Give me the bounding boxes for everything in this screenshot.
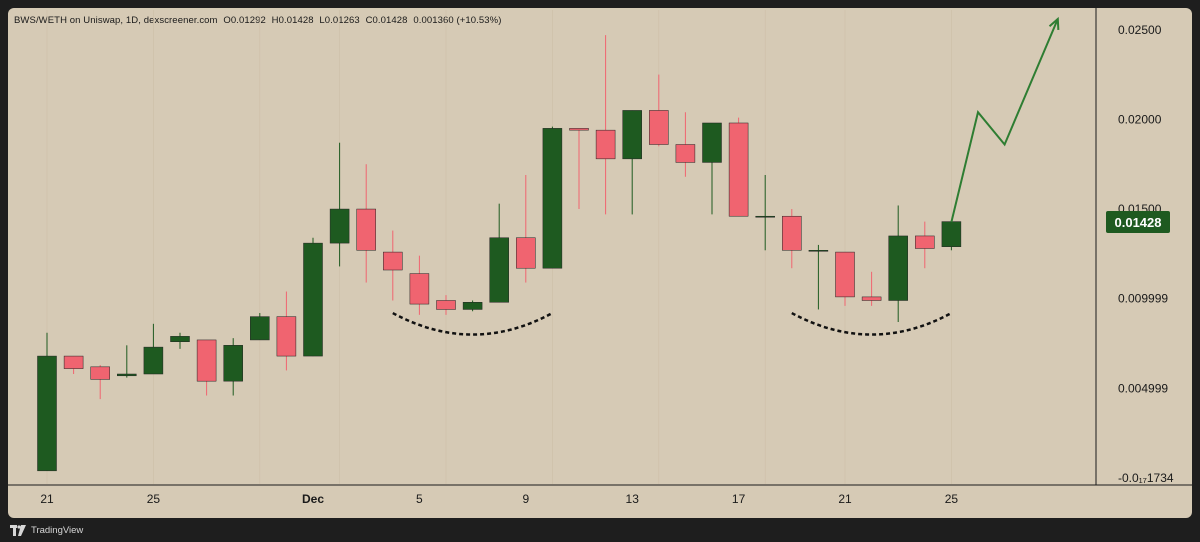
candle-body: [63, 355, 84, 369]
candle-body: [409, 273, 430, 305]
last-price-label: 0.01428: [1115, 215, 1162, 230]
x-tick-label: Dec: [302, 492, 324, 506]
y-tick-label: 0.004999: [1118, 381, 1168, 395]
candle-body: [808, 250, 829, 252]
candle-body: [622, 110, 642, 160]
projection-arrowhead: [1048, 16, 1060, 31]
footer-bar: TradingView: [0, 518, 1200, 542]
candle-body: [356, 208, 376, 251]
rounded-bottom-arc: [392, 311, 553, 336]
x-tick-label: 21: [40, 492, 54, 506]
last-price-badge: [1106, 210, 1170, 233]
candle-body: [649, 110, 669, 145]
candle-body: [329, 208, 350, 244]
candle-body: [835, 251, 855, 298]
candle-body: [303, 242, 323, 357]
rounded-bottom-arc: [791, 311, 952, 336]
candle-body: [117, 373, 137, 377]
pair-label: BWS/WETH on Uniswap, 1D, dexscreener.com: [14, 15, 218, 26]
x-tick-label: 9: [522, 492, 529, 506]
candle-body: [90, 366, 110, 380]
candlestick-chart[interactable]: 0.025000.020000.015000.0099990.004999-0.…: [0, 0, 1200, 518]
close-value: C0.01428: [365, 15, 408, 26]
y-tick-label: 0.02500: [1118, 23, 1162, 37]
candle-body: [462, 302, 483, 310]
candle-body: [861, 296, 882, 301]
candle-body: [755, 215, 775, 218]
candle-body: [250, 316, 270, 341]
tradingview-icon: [10, 525, 26, 536]
candle-body: [675, 144, 696, 163]
high-value: H0.01428: [271, 15, 314, 26]
candle-body: [941, 221, 962, 247]
candle-body: [888, 235, 908, 301]
candle-body: [702, 122, 722, 163]
y-tick-label: 0.009999: [1118, 292, 1168, 306]
candle-body: [489, 237, 509, 303]
x-tick-label: 13: [626, 492, 640, 506]
candle-body: [223, 345, 243, 382]
tradingview-label: TradingView: [31, 525, 84, 536]
change-value: 0.001360 (+10.53%): [413, 15, 502, 26]
candle-body: [595, 129, 616, 160]
y-tick-label: -0.0₁₇1734: [1118, 471, 1174, 485]
candle-body: [37, 355, 57, 472]
tradingview-logo[interactable]: TradingView: [10, 524, 83, 537]
candle-body: [196, 339, 217, 382]
candle-body: [436, 300, 456, 310]
x-tick-label: 25: [945, 492, 959, 506]
candle-body: [383, 251, 403, 271]
projection-line: [950, 18, 1059, 223]
candle-body: [728, 122, 749, 217]
candle-body: [170, 336, 190, 342]
x-tick-label: 21: [838, 492, 852, 506]
chart-frame: BWS/WETH on Uniswap, 1D, dexscreener.com…: [8, 8, 1192, 518]
x-tick-label: 17: [732, 492, 746, 506]
open-value: O0.01292: [223, 15, 266, 26]
x-tick-label: 25: [147, 492, 161, 506]
candle-body: [569, 128, 589, 131]
candle-body: [276, 316, 297, 357]
candle-body: [915, 235, 935, 249]
x-tick-label: 5: [416, 492, 423, 506]
candle-body: [516, 237, 536, 269]
candle-body: [143, 346, 164, 375]
candle-body: [782, 215, 802, 251]
candle-body: [542, 128, 563, 269]
y-tick-label: 0.02000: [1118, 112, 1162, 126]
